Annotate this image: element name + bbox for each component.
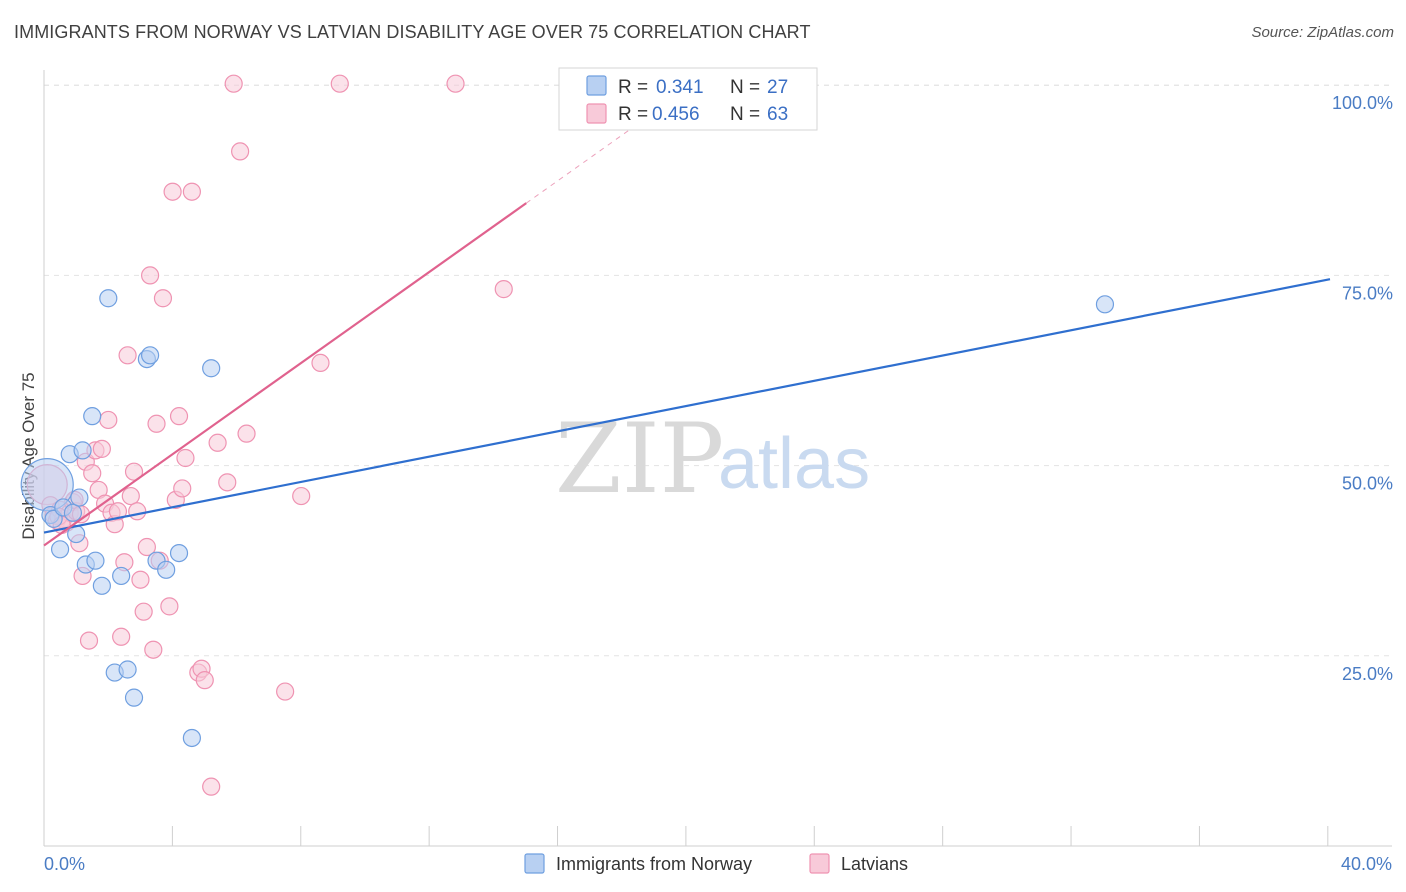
legend-r-value-latvian: 0.456	[652, 104, 700, 125]
data-point	[118, 660, 137, 679]
data-point	[79, 631, 99, 650]
data-point	[140, 346, 160, 365]
watermark-atlas: atlas	[718, 424, 870, 504]
data-point	[163, 182, 182, 201]
data-point	[124, 688, 144, 707]
bottom-legend-swatch-norway	[524, 853, 545, 874]
source-label: Source: ZipAtlas.com	[1251, 24, 1394, 41]
data-point	[108, 502, 128, 521]
data-point	[292, 486, 311, 506]
data-point	[86, 551, 105, 570]
legend-swatch-latvian	[586, 103, 607, 124]
watermark-zip: ZIP	[555, 403, 724, 515]
y-tick-label: 100.0%	[1332, 93, 1393, 113]
stats-legend: R = 0.341 N = 27 R = 0.456 N = 63	[558, 67, 818, 131]
y-tick-label: 50.0%	[1342, 474, 1393, 494]
data-point	[112, 566, 131, 586]
data-point	[83, 464, 102, 483]
bottom-legend-swatch-latvian	[809, 853, 830, 874]
data-point	[140, 266, 160, 285]
data-point	[50, 540, 70, 559]
y-tick-labels: 25.0% 50.0% 75.0% 100.0%	[1332, 93, 1393, 684]
y-tick-label: 25.0%	[1342, 664, 1393, 684]
data-point	[153, 289, 173, 308]
data-point	[202, 359, 221, 378]
data-point	[137, 537, 156, 557]
data-point	[121, 486, 140, 506]
bottom-legend-label-norway: Immigrants from Norway	[556, 854, 752, 874]
gridlines	[44, 84, 1392, 657]
data-point	[494, 280, 513, 299]
bottom-legend: Immigrants from Norway Latvians	[524, 853, 908, 874]
data-point	[92, 439, 111, 458]
data-point	[176, 448, 195, 468]
data-point	[231, 142, 250, 161]
data-point	[118, 346, 137, 365]
data-point	[99, 289, 118, 308]
data-point	[202, 777, 221, 796]
trend-lines	[43, 122, 1331, 547]
x-axis-ticks	[43, 826, 1329, 846]
trend-line-norway	[43, 278, 1331, 534]
legend-r-label-latvian: R =	[618, 104, 648, 125]
legend-n-label-latvian: N =	[730, 104, 760, 125]
norway-points	[20, 289, 1115, 748]
data-point	[169, 543, 189, 563]
legend-r-label-norway: R =	[618, 77, 648, 98]
data-point	[157, 560, 176, 579]
data-point	[134, 602, 153, 621]
data-point	[195, 671, 214, 690]
data-point	[92, 576, 111, 595]
trend-line-latvian	[43, 202, 527, 547]
data-point	[182, 182, 201, 201]
data-point	[330, 74, 349, 93]
data-point	[70, 488, 89, 507]
legend-swatch-norway	[586, 75, 607, 96]
data-point	[112, 627, 131, 646]
data-point	[63, 503, 83, 522]
legend-n-value-norway: 27	[767, 77, 788, 98]
data-point	[224, 74, 243, 93]
x-tick-label-max: 40.0%	[1341, 854, 1392, 874]
data-point	[73, 441, 92, 460]
data-point	[147, 414, 166, 433]
legend-r-value-norway: 0.341	[656, 77, 704, 98]
latvian-points	[26, 74, 513, 796]
data-point	[446, 74, 465, 93]
data-point	[173, 479, 192, 498]
data-point	[169, 407, 189, 426]
data-point	[124, 462, 144, 481]
data-point	[208, 433, 227, 452]
data-point	[276, 682, 295, 701]
bottom-legend-label-latvian: Latvians	[841, 854, 908, 874]
data-point	[1095, 295, 1115, 314]
x-tick-label-min: 0.0%	[44, 854, 85, 874]
chart-title: IMMIGRANTS FROM NORWAY VS LATVIAN DISABI…	[14, 22, 811, 42]
data-point	[128, 502, 147, 521]
data-point	[99, 410, 118, 430]
data-point	[131, 570, 150, 589]
data-point	[218, 473, 237, 492]
legend-n-label-norway: N =	[730, 77, 760, 98]
y-tick-label: 75.0%	[1342, 283, 1393, 303]
trend-line-latvian-extension	[525, 122, 640, 204]
data-point	[160, 597, 179, 616]
data-point	[83, 407, 102, 426]
y-axis-title: Disability Age Over 75	[19, 372, 38, 539]
data-point	[237, 424, 256, 443]
data-point	[144, 640, 163, 659]
data-point	[182, 728, 201, 748]
legend-n-value-latvian: 63	[767, 104, 788, 125]
data-point	[311, 353, 330, 373]
